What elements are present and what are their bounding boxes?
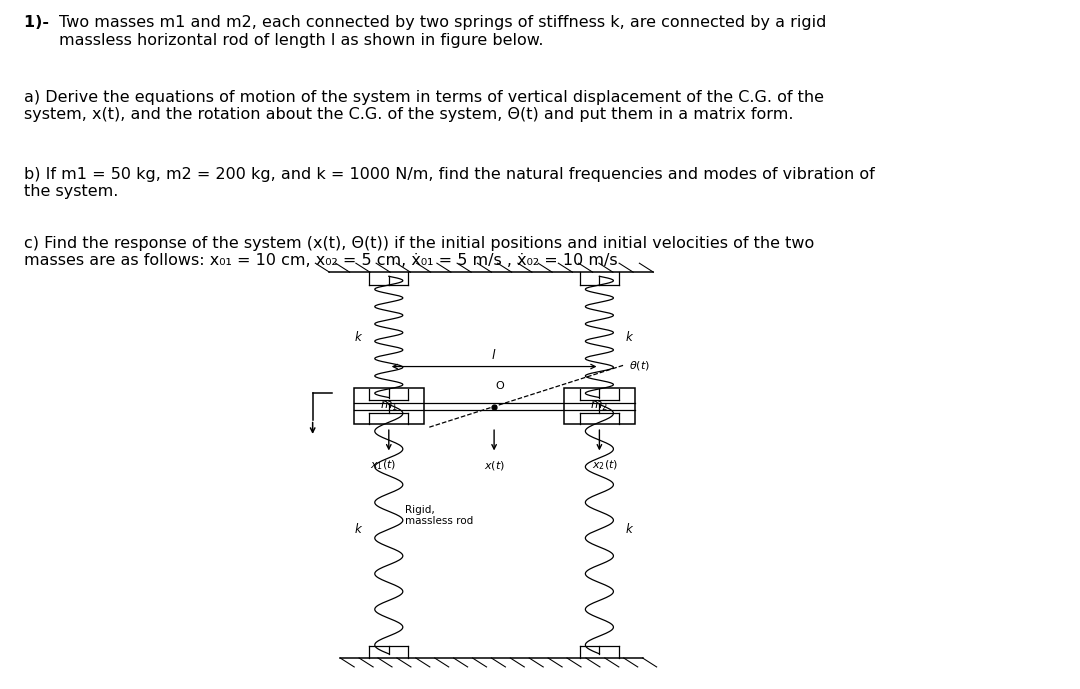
- Text: $k$: $k$: [625, 522, 635, 536]
- Text: $x_2(t)$: $x_2(t)$: [592, 459, 618, 473]
- Text: $\theta(t)$: $\theta(t)$: [629, 359, 650, 371]
- Text: $l$: $l$: [491, 348, 497, 362]
- Bar: [354, 388, 423, 424]
- Text: $x(t)$: $x(t)$: [484, 459, 504, 472]
- Text: $m_1$: $m_1$: [380, 400, 397, 413]
- Text: $m_2$: $m_2$: [591, 400, 608, 413]
- Text: 1)-: 1)-: [24, 15, 54, 30]
- Text: $x_1(t)$: $x_1(t)$: [370, 459, 396, 473]
- Text: O: O: [495, 381, 504, 391]
- Text: $k$: $k$: [353, 330, 363, 344]
- Text: Rigid,
massless rod: Rigid, massless rod: [405, 504, 473, 526]
- Text: a) Derive the equations of motion of the system in terms of vertical displacemen: a) Derive the equations of motion of the…: [24, 90, 824, 122]
- Text: Two masses m1 and m2, each connected by two springs of stiffness k, are connecte: Two masses m1 and m2, each connected by …: [59, 15, 827, 48]
- Text: b) If m1 = 50 kg, m2 = 200 kg, and k = 1000 N/m, find the natural frequencies an: b) If m1 = 50 kg, m2 = 200 kg, and k = 1…: [24, 167, 875, 199]
- Bar: [565, 388, 635, 424]
- Text: c) Find the response of the system (x(t), Θ(t)) if the initial positions and ini: c) Find the response of the system (x(t)…: [24, 236, 814, 268]
- Text: $k$: $k$: [625, 330, 635, 344]
- Text: $k$: $k$: [353, 522, 363, 536]
